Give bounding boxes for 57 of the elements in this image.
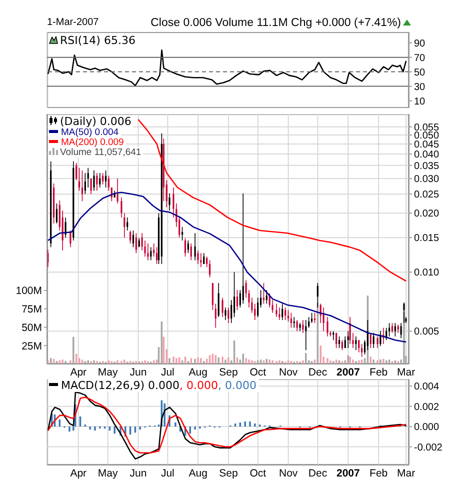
x-tick-label: 2007: [336, 467, 360, 480]
x-tick-label: Oct: [250, 366, 266, 378]
y-tick-label: 0.050: [414, 130, 440, 142]
x-tick-label: May: [98, 467, 118, 480]
text: , 0.000: [218, 378, 256, 392]
y-tick-label: -0.002: [414, 442, 443, 454]
x-tick-label: May: [98, 366, 118, 378]
x-tick-label: Jul: [160, 366, 174, 378]
y-tick-label: 10: [414, 96, 426, 108]
y-tick-label: 0.030: [414, 174, 440, 186]
chart-subtitle: Close 0.006 Volume 11.1M Chg +0.000 (+7.41%): [150, 17, 401, 29]
x-tick-label: Sep: [219, 467, 238, 480]
y2-tick-label: 25M: [22, 340, 42, 352]
y-tick-label: 0.005: [414, 326, 440, 338]
x-tick-label: Dec: [308, 467, 328, 480]
legend-label: Volume 11,057,641: [48, 146, 144, 158]
y-tick-label: 0.000: [414, 422, 440, 434]
y-tick-label: 0.002: [414, 402, 440, 413]
text: , 0.000: [180, 378, 218, 392]
y-tick-label: 30: [414, 82, 426, 93]
x-tick-label: Dec: [308, 366, 328, 378]
y-tick-label: 0.020: [414, 208, 440, 220]
y-tick-label: 90: [414, 38, 426, 50]
legend-label: MA(200) 0.009: [48, 136, 126, 148]
x-tick-label: Apr: [70, 467, 88, 480]
y-tick-label: 0.040: [414, 150, 440, 161]
y2-tick-label: 50M: [22, 322, 42, 334]
chart-title: 1-Mar-2007: [47, 17, 99, 29]
legend-label: RSI(14) 65.36: [48, 34, 138, 47]
legend-label: MA(50) 0.004: [48, 126, 121, 138]
x-tick-label: Jul: [160, 467, 174, 480]
x-tick-label: Nov: [278, 467, 298, 480]
y-tick-label: 0.010: [414, 268, 440, 279]
x-tick-label: Sep: [219, 366, 238, 378]
y-tick-label: 0.015: [414, 233, 440, 244]
x-tick-label: Nov: [278, 366, 298, 378]
x-tick-label: Feb: [370, 467, 388, 480]
legend-label: MACD(12,26,9) 0.000: [60, 378, 180, 392]
y-tick-label: 0.035: [414, 160, 440, 172]
x-tick-label: Aug: [188, 467, 208, 480]
y-tick-label: 0.025: [414, 190, 440, 201]
x-tick-label: Aug: [188, 366, 208, 378]
x-tick-label: Feb: [370, 366, 388, 378]
y-tick-label: 50: [414, 67, 426, 78]
x-tick-label: Mar: [397, 467, 416, 480]
x-tick-label: Mar: [397, 366, 416, 378]
x-tick-label: Jun: [130, 467, 147, 480]
legend-label: (Daily) 0.006: [48, 114, 134, 128]
x-tick-label: Oct: [250, 467, 266, 480]
y-tick-label: 0.004: [414, 382, 440, 393]
y2-tick-label: 100M: [16, 285, 42, 298]
x-tick-label: 2007: [336, 366, 360, 378]
y-tick-label: 70: [414, 52, 426, 64]
y-tick-label: 0.045: [414, 140, 440, 151]
x-tick-label: Apr: [70, 366, 88, 378]
y2-tick-label: 75M: [22, 304, 42, 316]
x-tick-label: Jun: [130, 366, 147, 378]
